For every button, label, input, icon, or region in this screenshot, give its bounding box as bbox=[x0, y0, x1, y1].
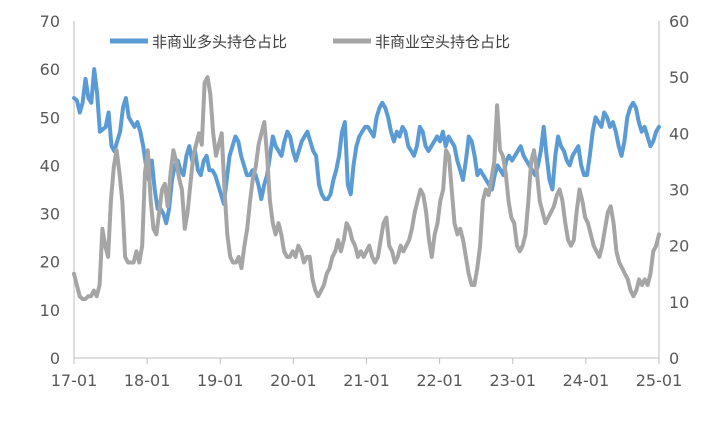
y-left-tick-label: 60 bbox=[40, 60, 60, 79]
y-right-tick-label: 20 bbox=[669, 237, 689, 256]
y-right-tick-label: 30 bbox=[669, 181, 689, 200]
legend-label-long-position: 非商业多头持仓占比 bbox=[152, 33, 287, 51]
legend: 非商业多头持仓占比 非商业空头持仓占比 bbox=[110, 33, 510, 51]
y-right-tick-label: 50 bbox=[669, 68, 689, 87]
x-tick-label: 23-01 bbox=[490, 371, 537, 390]
y-right-tick-label: 60 bbox=[669, 12, 689, 31]
y-left-tick-label: 10 bbox=[40, 301, 60, 320]
y-right-tick-label: 40 bbox=[669, 124, 689, 143]
x-tick-label: 24-01 bbox=[563, 371, 610, 390]
y-right-tick-label: 0 bbox=[669, 349, 679, 368]
series-line-short-position bbox=[72, 75, 661, 301]
y-left-tick-label: 20 bbox=[40, 253, 60, 272]
x-tick-label: 18-01 bbox=[124, 371, 171, 390]
x-tick-label: 20-01 bbox=[270, 371, 317, 390]
x-tick-label: 22-01 bbox=[416, 371, 463, 390]
series-layer bbox=[72, 67, 661, 301]
y-left-tick-label: 40 bbox=[40, 156, 60, 175]
axes: 0 10 20 30 40 50 60 70 0 10 20 30 40 50 60 17-01 18-01 19… bbox=[40, 12, 690, 390]
x-tick-label: 25-01 bbox=[636, 371, 683, 390]
y-left-tick-label: 70 bbox=[40, 12, 60, 31]
y-left-tick-label: 50 bbox=[40, 108, 60, 127]
legend-label-short-position: 非商业空头持仓占比 bbox=[375, 33, 510, 51]
y-left-tick-label: 30 bbox=[40, 205, 60, 224]
y-left-tick-label: 0 bbox=[50, 349, 60, 368]
x-tick-label: 17-01 bbox=[51, 371, 98, 390]
y-right-tick-label: 10 bbox=[669, 293, 689, 312]
x-tick-label: 21-01 bbox=[343, 371, 390, 390]
x-tick-label: 19-01 bbox=[197, 371, 244, 390]
